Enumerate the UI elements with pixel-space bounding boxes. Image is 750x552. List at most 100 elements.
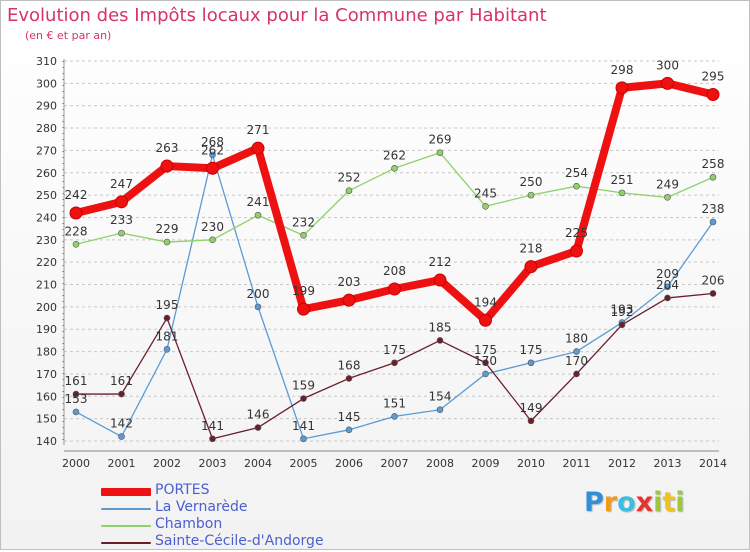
data-label: 149	[520, 401, 543, 415]
data-point	[436, 406, 444, 414]
y-tick-label: 150	[36, 413, 57, 426]
data-point	[482, 370, 489, 378]
data-point	[163, 238, 171, 246]
data-label: 245	[474, 186, 497, 200]
data-point	[72, 408, 80, 416]
data-label: 254	[565, 166, 588, 180]
data-label: 145	[338, 410, 361, 424]
x-tick-label: 2006	[335, 457, 363, 470]
x-tick-label: 2003	[199, 457, 227, 470]
logo-letter: o	[617, 487, 636, 518]
data-point	[436, 149, 444, 156]
x-tick-label: 2009	[472, 457, 500, 470]
data-label: 159	[292, 379, 315, 393]
logo-letter: t	[662, 487, 676, 518]
data-label: 185	[429, 320, 452, 334]
legend-label: Sainte-Cécile-d'Andorge	[155, 533, 324, 549]
data-point	[527, 191, 535, 199]
y-tick-label: 310	[36, 55, 57, 68]
data-point	[573, 348, 580, 355]
logo-letter: r	[603, 487, 618, 518]
legend-swatch	[101, 542, 151, 544]
data-point	[479, 313, 492, 327]
data-point	[391, 359, 398, 367]
data-point	[527, 359, 535, 367]
data-point	[342, 293, 356, 307]
data-point	[573, 370, 580, 378]
x-tick-label: 2005	[290, 457, 318, 470]
data-point	[664, 194, 671, 201]
data-label: 229	[156, 222, 179, 236]
data-label: 170	[474, 354, 497, 368]
data-label: 142	[110, 417, 133, 431]
data-label: 218	[520, 242, 543, 256]
data-label: 175	[474, 343, 497, 357]
data-point	[163, 314, 171, 322]
chart-title: Evolution des Impôts locaux pour la Comm…	[7, 5, 547, 26]
data-point	[391, 164, 398, 172]
y-tick-label: 250	[36, 189, 57, 202]
data-label: 233	[110, 213, 133, 227]
data-point	[300, 435, 307, 443]
data-point	[709, 173, 717, 181]
data-label: 146	[247, 408, 270, 422]
legend-swatch	[101, 488, 151, 496]
data-point	[160, 159, 174, 173]
data-label: 175	[383, 343, 406, 357]
y-tick-label: 190	[36, 323, 57, 336]
data-label: 262	[201, 143, 224, 157]
data-label: 200	[247, 287, 270, 301]
data-point	[345, 375, 353, 382]
data-point	[345, 426, 353, 434]
data-label: 232	[292, 215, 315, 229]
data-label: 263	[156, 141, 179, 155]
x-tick-label: 2004	[244, 457, 272, 470]
x-tick-label: 2010	[517, 457, 545, 470]
data-label: 208	[383, 264, 406, 278]
data-point	[618, 189, 626, 197]
data-label: 228	[65, 224, 88, 238]
data-label: 194	[474, 295, 497, 309]
data-point	[118, 433, 125, 440]
data-point	[661, 76, 674, 90]
x-tick-label: 2000	[62, 457, 90, 470]
data-point	[391, 413, 398, 420]
data-point	[388, 282, 401, 296]
logo-letter: x	[635, 487, 654, 518]
y-tick-label: 230	[36, 234, 57, 247]
data-point	[209, 236, 216, 244]
legend-swatch	[101, 508, 151, 510]
data-label: 195	[156, 298, 179, 312]
data-point	[254, 424, 262, 431]
data-label: 161	[110, 374, 133, 388]
data-label: 271	[247, 123, 270, 137]
x-tick-label: 2012	[608, 457, 636, 470]
data-label: 175	[520, 343, 543, 357]
data-label: 151	[383, 396, 406, 410]
data-label: 204	[656, 278, 679, 292]
data-point	[618, 321, 626, 329]
data-point	[297, 302, 310, 316]
y-tick-label: 180	[36, 346, 57, 359]
data-label: 209	[656, 267, 679, 281]
data-label: 300	[656, 58, 679, 72]
data-point	[118, 390, 125, 398]
data-point	[664, 283, 671, 291]
logo-letter: i	[675, 487, 685, 518]
data-label: 268	[201, 135, 224, 149]
data-point	[209, 151, 216, 159]
data-label: 181	[156, 329, 179, 343]
data-label: 258	[702, 157, 725, 171]
y-tick-label: 140	[36, 435, 57, 448]
data-label: 249	[656, 177, 679, 191]
data-point	[69, 206, 83, 220]
y-tick-label: 220	[36, 256, 57, 269]
data-label: 180	[565, 332, 588, 346]
data-label: 250	[520, 175, 543, 189]
x-tick-label: 2011	[563, 457, 591, 470]
data-label: 247	[110, 177, 133, 191]
legend-label: PORTES	[155, 482, 210, 498]
data-label: 262	[383, 148, 406, 162]
data-point	[72, 390, 80, 398]
